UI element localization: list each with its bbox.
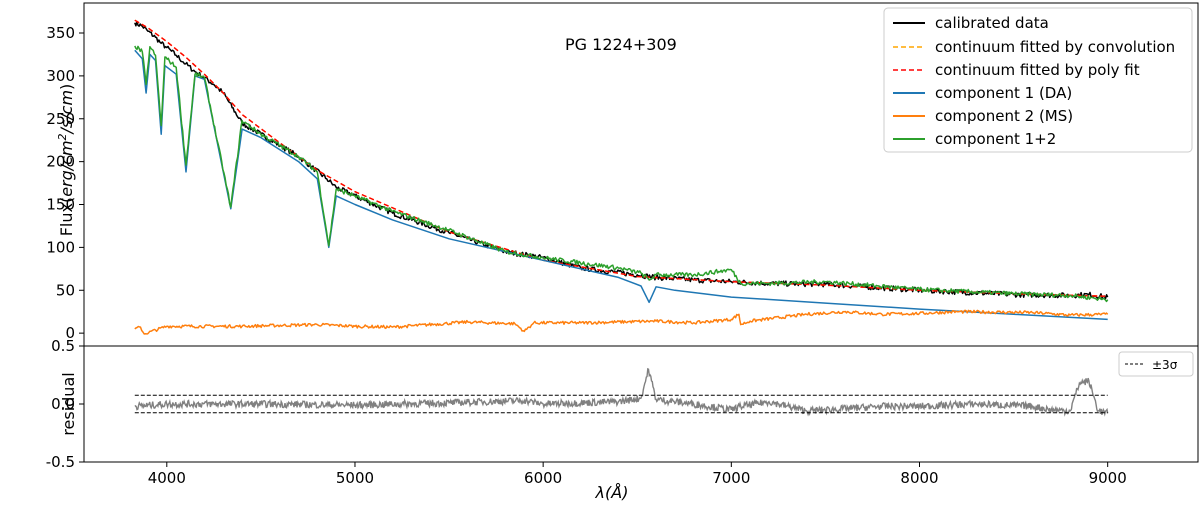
bottom-y-tick-label: 0.0 bbox=[51, 395, 75, 413]
chart-title: PG 1224+309 bbox=[565, 35, 677, 54]
top-y-tick-label: 50 bbox=[56, 281, 75, 299]
top-y-tick-label: 0 bbox=[65, 324, 75, 342]
legend-label-polyfit: continuum fitted by poly fit bbox=[935, 61, 1140, 79]
x-tick-label: 7000 bbox=[712, 469, 750, 487]
legend-label-3sigma: ±3σ bbox=[1152, 358, 1178, 372]
x-tick-label: 5000 bbox=[336, 469, 374, 487]
bottom-legend: ±3σ bbox=[1118, 351, 1194, 377]
x-tick-label: 4000 bbox=[148, 469, 186, 487]
bottom-y-axis-label: residual bbox=[59, 372, 78, 435]
top-plot-lines bbox=[134, 19, 1109, 335]
top-y-tick-label: 250 bbox=[46, 110, 75, 128]
top-y-axis-label: Flux(erg/cm2/s/cm) bbox=[56, 84, 77, 237]
bottom-y-tick-label: -0.5 bbox=[46, 453, 75, 471]
legend-label-component12: component 1+2 bbox=[935, 130, 1056, 148]
top-y-tick-label: 350 bbox=[46, 24, 75, 42]
bottom-y-tick-label: 0.5 bbox=[51, 337, 75, 355]
legend-label-convolution: continuum fitted by convolution bbox=[935, 38, 1175, 56]
series-line-component-1-2 bbox=[134, 45, 1109, 303]
x-tick-label: 8000 bbox=[900, 469, 938, 487]
bottom-legend-box bbox=[1118, 351, 1194, 377]
top-y-axis-ticks: 0 50 100 150 200 250 300 350 bbox=[46, 24, 84, 342]
x-tick-label: 9000 bbox=[1089, 469, 1127, 487]
top-y-tick-label: 200 bbox=[46, 153, 75, 171]
series-line-continuum-fitted-by-poly-fit bbox=[134, 19, 1108, 297]
series-line-component-2-ms- bbox=[134, 309, 1109, 335]
top-legend-box bbox=[883, 7, 1193, 153]
residual-line-0 bbox=[134, 367, 1109, 417]
top-y-tick-label: 300 bbox=[46, 67, 75, 85]
bottom-axes-ticks: 0.5 0.0 -0.5 4000 5000 6000 7000 8000 9000 bbox=[46, 337, 1127, 487]
x-axis-label: λ(Å) bbox=[595, 483, 629, 502]
legend-label-component2: component 2 (MS) bbox=[935, 107, 1073, 125]
x-tick-label: 6000 bbox=[524, 469, 562, 487]
top-y-tick-label: 150 bbox=[46, 196, 75, 214]
legend-label-component1: component 1 (DA) bbox=[935, 84, 1072, 102]
legend-label-calibrated: calibrated data bbox=[935, 14, 1049, 32]
bottom-plot-lines bbox=[134, 367, 1109, 417]
top-y-tick-label: 100 bbox=[46, 238, 75, 256]
top-legend: calibrated data continuum fitted by conv… bbox=[883, 7, 1193, 153]
